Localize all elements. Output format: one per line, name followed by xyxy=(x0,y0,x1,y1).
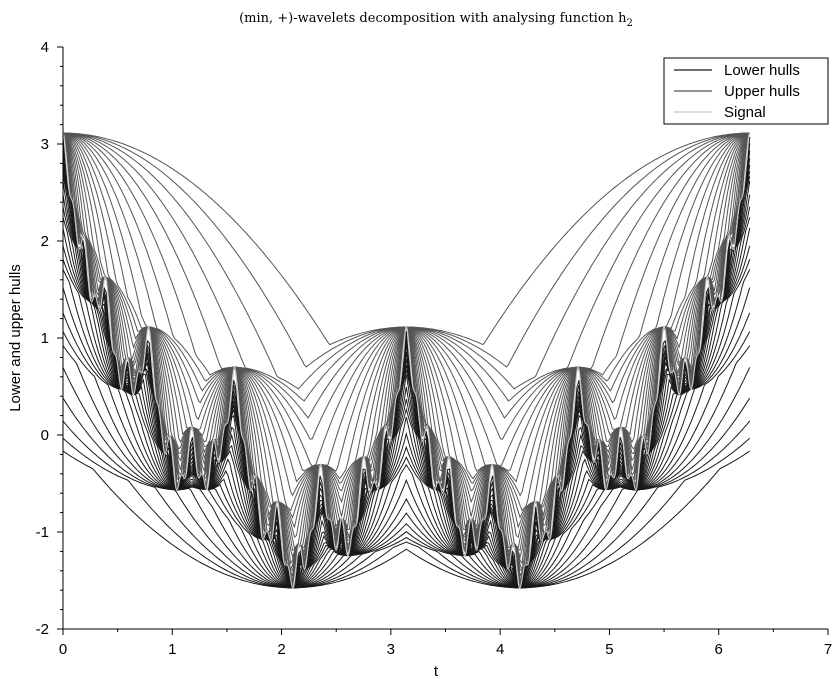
x-tick-label-3: 3 xyxy=(387,641,395,658)
signal-line xyxy=(62,132,751,589)
x-tick-label-0: 0 xyxy=(59,641,67,658)
x-tick-label-2: 2 xyxy=(277,641,285,658)
x-tick-label-5: 5 xyxy=(605,641,613,658)
upper-hull-line-4 xyxy=(62,132,751,572)
x-tick-label-4: 4 xyxy=(496,641,504,658)
axes: 0 1 2 3 4 5 6 7 -2 -1 0 1 2 3 4 xyxy=(36,39,833,658)
legend-upper-hulls-label: Upper hulls xyxy=(724,83,800,100)
upper-hull-line-16 xyxy=(62,132,750,472)
y-tick-label-3: 3 xyxy=(41,136,49,153)
lower-hull-line-22 xyxy=(62,437,751,589)
y-tick-label-2: 2 xyxy=(41,233,49,250)
lower-hull-line-2 xyxy=(62,150,751,589)
chart-title-main: (min, +)-wavelets decomposition with ana… xyxy=(239,11,627,26)
legend-lower-hulls-label: Lower hulls xyxy=(724,62,800,79)
hull-lines xyxy=(62,132,751,589)
lower-hull-line-21 xyxy=(62,420,751,589)
chart-title: (min, +)-wavelets decomposition with ana… xyxy=(239,11,633,29)
x-axis-label: t xyxy=(434,663,439,679)
lower-hull-line-23 xyxy=(62,450,750,589)
lower-hull-line-6 xyxy=(62,176,751,589)
y-tick-label--2: -2 xyxy=(36,621,49,638)
y-tick-label-0: 0 xyxy=(41,427,49,444)
upper-hull-line-14 xyxy=(62,132,750,497)
x-tick-label-7: 7 xyxy=(824,641,832,658)
legend-signal-label: Signal xyxy=(724,104,766,121)
y-tick-label--1: -1 xyxy=(36,524,49,541)
y-tick-label-1: 1 xyxy=(41,330,49,347)
lower-hull-line-13 xyxy=(62,259,751,589)
lower-hull-line-9 xyxy=(62,206,751,589)
upper-hull-line-2 xyxy=(62,132,751,583)
upper-hull-line-17 xyxy=(62,132,750,467)
lower-hull-line-20 xyxy=(62,397,751,589)
x-tick-label-1: 1 xyxy=(168,641,176,658)
x-tick-label-6: 6 xyxy=(715,641,723,658)
legend: Lower hulls Upper hulls Signal xyxy=(663,57,829,125)
upper-hull-line-5 xyxy=(62,132,751,572)
y-axis-label: Lower and upper hulls xyxy=(7,264,24,412)
signal-lines xyxy=(62,132,751,589)
chart-title-subscript: 2 xyxy=(627,18,633,29)
upper-hull-line-21 xyxy=(63,132,750,390)
lower-hull-line-7 xyxy=(62,180,751,589)
lower-hull-line-12 xyxy=(62,245,751,589)
y-tick-label-4: 4 xyxy=(41,39,49,56)
